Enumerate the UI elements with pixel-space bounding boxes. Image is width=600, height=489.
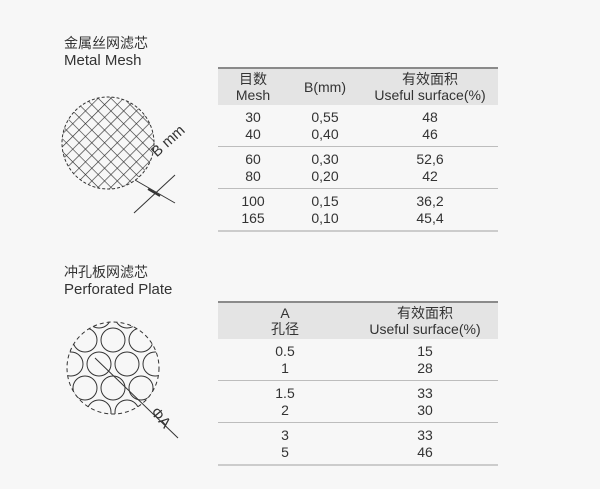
table-cell: 3 <box>281 427 289 443</box>
table-row: 165 0,10 45,4 <box>218 210 498 227</box>
table-cell: 30 <box>417 402 433 418</box>
table-cell: 45,4 <box>416 210 444 226</box>
perforated-title-en: Perforated Plate <box>64 281 173 298</box>
row-group: 60 0,30 52,6 80 0,20 42 <box>218 147 498 189</box>
header-b: B(mm) <box>304 79 346 95</box>
header-a-cn: 孔径 <box>271 321 299 337</box>
table-row: 100 0,15 36,2 <box>218 193 498 210</box>
table-cell: 33 <box>417 385 433 401</box>
table-row: 1.5 33 <box>218 385 498 402</box>
table-cell: 40 <box>245 126 261 142</box>
header-mesh-cn: 目数 <box>239 71 267 87</box>
table-cell: 36,2 <box>416 193 444 209</box>
table-cell: 0,55 <box>311 109 339 125</box>
table-cell: 165 <box>241 210 265 226</box>
table-cell: 46 <box>417 444 433 460</box>
perforated-plate-title: 冲孔板网滤芯 Perforated Plate <box>64 263 172 299</box>
table-cell: 2 <box>281 402 289 418</box>
table-cell: 1.5 <box>275 385 295 401</box>
table-row: 2 30 <box>218 402 498 419</box>
perforated-title-cn: 冲孔板网滤芯 <box>64 264 148 280</box>
table-cell: 15 <box>417 343 433 359</box>
table-cell: 0,15 <box>311 193 339 209</box>
table-row: 0.5 15 <box>218 343 498 360</box>
table-header: A 孔径 有效面积 Useful surface(%) <box>218 303 498 339</box>
perforated-plate-diagram <box>66 321 179 439</box>
header-surface-cn: 有效面积 <box>397 305 453 321</box>
table-cell: 100 <box>241 193 265 209</box>
table-row: 1 28 <box>218 360 498 377</box>
row-group: 0.5 15 1 28 <box>218 339 498 381</box>
table-cell: 0,10 <box>311 210 339 226</box>
table-cell: 46 <box>422 126 438 142</box>
metal-mesh-diagram <box>61 96 176 214</box>
row-group: 3 33 5 46 <box>218 423 498 466</box>
perforated-plate-table: A 孔径 有效面积 Useful surface(%) 0.5 15 1 28 1.5 33 2… <box>218 301 498 466</box>
metal-mesh-table: 目数 Mesh B(mm) 有效面积 Useful surface(%) 30 0,5… <box>218 67 498 232</box>
table-row: 5 46 <box>218 444 498 461</box>
table-cell: 48 <box>422 109 438 125</box>
table-cell: 1 <box>281 360 289 376</box>
table-cell: 42 <box>422 168 438 184</box>
metal-mesh-title-cn: 金属丝网滤芯 <box>64 35 148 51</box>
table-cell: 33 <box>417 427 433 443</box>
table-cell: 0,30 <box>311 151 339 167</box>
table-row: 40 0,40 46 <box>218 126 498 143</box>
row-group: 1.5 33 2 30 <box>218 381 498 423</box>
table-row: 80 0,20 42 <box>218 168 498 185</box>
table-row: 3 33 <box>218 427 498 444</box>
table-cell: 80 <box>245 168 261 184</box>
metal-mesh-title: 金属丝网滤芯 Metal Mesh <box>64 34 148 70</box>
table-row: 60 0,30 52,6 <box>218 151 498 168</box>
table-header: 目数 Mesh B(mm) 有效面积 Useful surface(%) <box>218 69 498 105</box>
table-cell: 5 <box>281 444 289 460</box>
table-cell: 0,40 <box>311 126 339 142</box>
metal-mesh-title-en: Metal Mesh <box>64 52 142 69</box>
table-cell: 0.5 <box>275 343 295 359</box>
table-cell: 60 <box>245 151 261 167</box>
header-a: A <box>280 305 290 321</box>
row-group: 30 0,55 48 40 0,40 46 <box>218 105 498 147</box>
table-cell: 52,6 <box>416 151 444 167</box>
header-surface: Useful surface(%) <box>369 321 481 337</box>
row-group: 100 0,15 36,2 165 0,10 45,4 <box>218 189 498 232</box>
table-cell: 0,20 <box>311 168 339 184</box>
header-surface-cn: 有效面积 <box>402 71 458 87</box>
table-cell: 28 <box>417 360 433 376</box>
header-mesh: Mesh <box>235 87 271 103</box>
header-surface: Useful surface(%) <box>374 87 486 103</box>
table-cell: 30 <box>245 109 261 125</box>
table-row: 30 0,55 48 <box>218 109 498 126</box>
